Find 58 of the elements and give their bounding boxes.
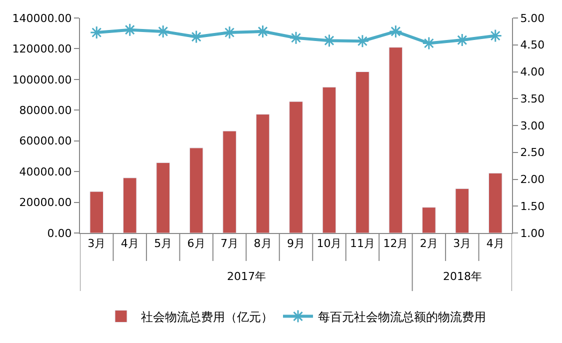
x-tick-label: 8月	[254, 237, 272, 250]
point	[488, 28, 502, 42]
bar	[189, 148, 204, 233]
y2-tick-label: 1.00	[520, 226, 545, 240]
point	[123, 23, 137, 37]
y2-tick-label: 4.00	[520, 66, 545, 79]
bar	[256, 114, 270, 233]
point	[289, 31, 303, 45]
y-tick-label: 0.00	[47, 226, 72, 240]
bar	[156, 162, 170, 233]
bar	[422, 207, 436, 233]
x-tick-label: 2月	[420, 237, 438, 250]
x-tick-label: 4月	[486, 237, 504, 250]
x-tick-label: 7月	[220, 237, 239, 250]
legend-label: 每百元社会物流总额的物流费用	[318, 310, 486, 324]
y2-tick-label: 5.00	[520, 12, 545, 25]
y-tick-label: 40000.00	[19, 165, 72, 178]
legend-label: 社会物流总费用（亿元）	[141, 310, 273, 324]
text: 2018年	[443, 270, 482, 283]
y2-tick-label: 4.50	[520, 38, 545, 52]
y2-tick-label: 3.50	[520, 92, 545, 106]
x-tick-label: 11月	[350, 237, 375, 250]
y-tick-label: 140000.00	[12, 12, 72, 25]
bar	[289, 101, 303, 233]
x-tick-label: 4月	[120, 237, 139, 250]
bar	[122, 178, 137, 233]
point	[422, 36, 436, 50]
bar	[356, 72, 370, 233]
point	[256, 24, 270, 38]
point	[455, 33, 469, 47]
bar	[90, 191, 104, 233]
bar	[322, 86, 336, 233]
x-tick-label: 9月	[287, 237, 305, 250]
x-tick-label: 5月	[154, 237, 172, 250]
y2-tick-label: 2.50	[520, 146, 545, 160]
point	[356, 34, 370, 48]
y-tick-label: 60000.00	[19, 134, 72, 148]
bar	[388, 47, 403, 233]
y-tick-label: 100000.00	[12, 73, 72, 86]
x-tick-label: 6月	[187, 237, 206, 250]
bar	[455, 188, 470, 233]
x-tick-label: 3月	[453, 237, 472, 250]
y-tick-label: 20000.00	[19, 196, 72, 210]
point	[90, 26, 104, 40]
y2-tick-label: 2.00	[520, 173, 545, 186]
point	[222, 26, 236, 40]
x-tick-label: 3月	[88, 237, 106, 250]
point	[156, 24, 170, 38]
y2-tick-label: 3.00	[520, 119, 545, 132]
y-tick-label: 80000.00	[19, 104, 72, 117]
y2-tick-label: 1.50	[520, 200, 545, 213]
point	[388, 24, 402, 38]
bar	[488, 172, 502, 233]
text: 2017年	[227, 270, 266, 283]
x-tick-label: 10月	[316, 237, 342, 250]
bar	[222, 130, 236, 233]
x-tick-label: 12月	[383, 237, 408, 250]
y-tick-label: 120000.00	[12, 42, 72, 56]
